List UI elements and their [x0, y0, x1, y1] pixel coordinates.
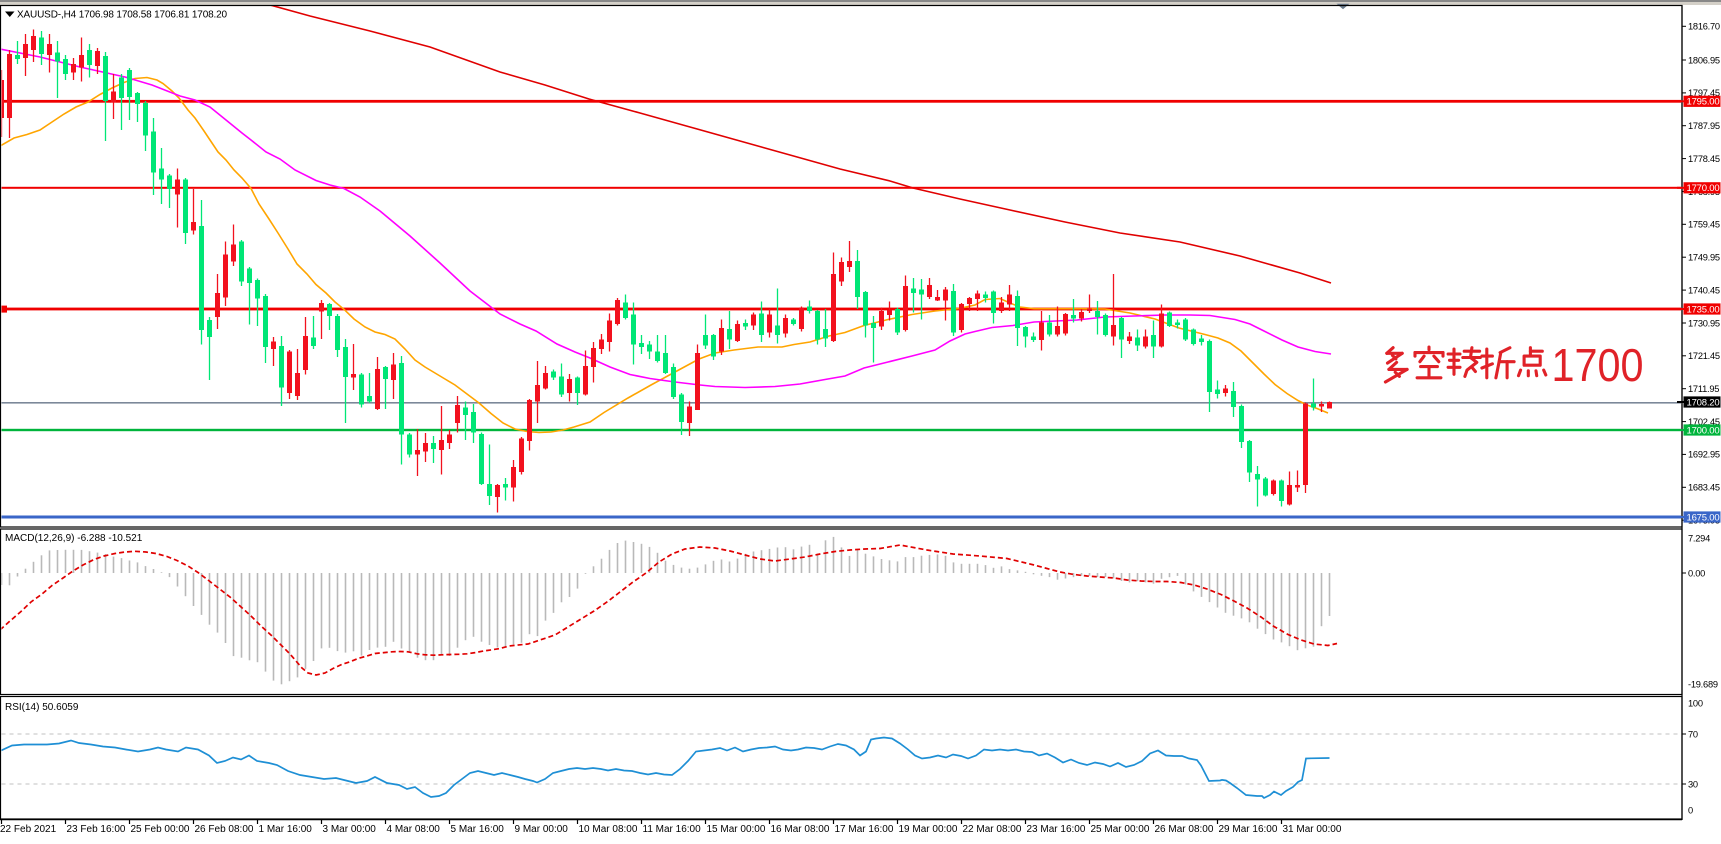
svg-text:70: 70 — [1688, 729, 1698, 739]
svg-text:3 Mar 00:00: 3 Mar 00:00 — [323, 824, 377, 835]
svg-text:1778.45: 1778.45 — [1688, 154, 1720, 164]
svg-text:11 Mar 16:00: 11 Mar 16:00 — [643, 824, 702, 835]
svg-text:1806.95: 1806.95 — [1688, 55, 1720, 65]
svg-text:22 Mar 08:00: 22 Mar 08:00 — [963, 824, 1022, 835]
svg-text:1770.00: 1770.00 — [1687, 183, 1720, 194]
svg-text:1816.70: 1816.70 — [1688, 22, 1720, 32]
svg-text:1735.00: 1735.00 — [1687, 304, 1720, 315]
svg-text:XAUUSD-,H4 1706.98 1708.58 17: XAUUSD-,H4 1706.98 1708.58 1706.81 1708.… — [17, 10, 228, 21]
svg-text:1795.00: 1795.00 — [1687, 97, 1720, 108]
svg-text:0: 0 — [1688, 805, 1693, 815]
svg-text:10 Mar 08:00: 10 Mar 08:00 — [579, 824, 638, 835]
svg-text:15 Mar 00:00: 15 Mar 00:00 — [707, 824, 766, 835]
svg-text:1759.45: 1759.45 — [1688, 220, 1720, 230]
svg-text:MACD(12,26,9) -6.288 -10.521: MACD(12,26,9) -6.288 -10.521 — [5, 533, 143, 544]
svg-text:1700: 1700 — [1552, 339, 1644, 391]
svg-text:25 Mar 00:00: 25 Mar 00:00 — [1091, 824, 1150, 835]
svg-text:9 Mar 00:00: 9 Mar 00:00 — [515, 824, 569, 835]
svg-text:-19.689: -19.689 — [1688, 679, 1718, 689]
svg-text:16 Mar 08:00: 16 Mar 08:00 — [771, 824, 830, 835]
svg-text:100: 100 — [1688, 698, 1703, 708]
svg-text:1675.00: 1675.00 — [1687, 512, 1720, 523]
svg-text:30: 30 — [1688, 779, 1698, 789]
svg-text:29 Mar 16:00: 29 Mar 16:00 — [1219, 824, 1278, 835]
svg-text:1749.95: 1749.95 — [1688, 253, 1720, 263]
svg-text:1708.20: 1708.20 — [1687, 397, 1720, 408]
svg-text:7.294: 7.294 — [1688, 533, 1710, 543]
svg-text:26 Feb 08:00: 26 Feb 08:00 — [195, 824, 254, 835]
svg-text:26 Mar 08:00: 26 Mar 08:00 — [1155, 824, 1214, 835]
svg-text:25 Feb 00:00: 25 Feb 00:00 — [131, 824, 190, 835]
svg-text:1702.45: 1702.45 — [1688, 417, 1720, 427]
svg-text:17 Mar 16:00: 17 Mar 16:00 — [835, 824, 894, 835]
svg-text:1692.95: 1692.95 — [1688, 450, 1720, 460]
svg-text:1740.45: 1740.45 — [1688, 285, 1720, 295]
svg-text:1730.95: 1730.95 — [1688, 318, 1720, 328]
svg-text:19 Mar 00:00: 19 Mar 00:00 — [899, 824, 958, 835]
svg-text:1797.45: 1797.45 — [1688, 88, 1720, 98]
svg-text:0.00: 0.00 — [1688, 568, 1705, 578]
svg-text:23 Mar 16:00: 23 Mar 16:00 — [1027, 824, 1086, 835]
svg-text:RSI(14) 50.6059: RSI(14) 50.6059 — [5, 702, 79, 713]
svg-text:1700.00: 1700.00 — [1687, 425, 1720, 436]
svg-text:1 Mar 16:00: 1 Mar 16:00 — [259, 824, 313, 835]
svg-text:1721.45: 1721.45 — [1688, 351, 1720, 361]
svg-text:31 Mar 00:00: 31 Mar 00:00 — [1283, 824, 1342, 835]
svg-text:22 Feb 2021: 22 Feb 2021 — [0, 824, 57, 835]
svg-text:1711.95: 1711.95 — [1688, 384, 1719, 394]
svg-text:1683.45: 1683.45 — [1688, 483, 1720, 493]
svg-text:5 Mar 16:00: 5 Mar 16:00 — [451, 824, 505, 835]
svg-text:1787.95: 1787.95 — [1688, 121, 1720, 131]
svg-text:23 Feb 16:00: 23 Feb 16:00 — [67, 824, 126, 835]
svg-text:4 Mar 08:00: 4 Mar 08:00 — [387, 824, 441, 835]
